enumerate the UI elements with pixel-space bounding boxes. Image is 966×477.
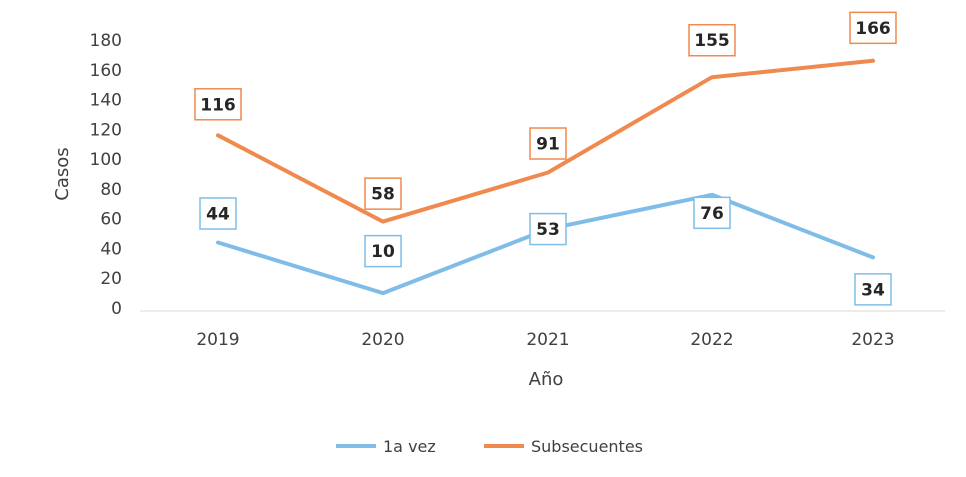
y-tick-label: 140 <box>90 91 122 111</box>
y-tick-label: 160 <box>90 61 122 81</box>
legend: 1a vez Subsecuentes <box>336 437 643 456</box>
data-label-box <box>364 234 402 268</box>
x-tick-label: 2020 <box>361 330 404 350</box>
data-label: 53 <box>536 220 560 240</box>
data-label-box <box>854 273 892 306</box>
data-label: 91 <box>536 135 560 155</box>
x-tick-label: 2021 <box>526 330 569 350</box>
data-label-box <box>199 197 237 230</box>
data-label-box <box>849 11 897 45</box>
y-tick-label: 120 <box>90 120 122 140</box>
y-tick-label: 180 <box>90 31 122 51</box>
data-label-box <box>364 177 402 210</box>
data-label: 166 <box>855 19 891 39</box>
x-axis-title: Año <box>529 369 564 390</box>
data-labels: 44 10 53 76 34 116 58 91 155 166 <box>194 11 897 306</box>
data-label: 116 <box>200 95 236 115</box>
y-axis-title: Casos <box>52 147 73 200</box>
y-tick-label: 80 <box>100 180 122 200</box>
x-tick-label: 2019 <box>196 330 239 350</box>
x-axis-ticks: 2019 2020 2021 2022 2023 <box>196 330 894 350</box>
y-tick-label: 100 <box>90 150 122 170</box>
data-label: 58 <box>371 185 395 205</box>
y-tick-label: 60 <box>100 210 122 230</box>
data-label-box <box>194 88 242 121</box>
data-label-box <box>529 127 567 160</box>
data-label-box <box>693 196 731 230</box>
series-line-1 <box>216 58 875 224</box>
y-tick-label: 0 <box>111 299 122 319</box>
data-label-box <box>688 23 736 57</box>
data-label: 155 <box>694 31 730 51</box>
data-label: 34 <box>861 280 885 300</box>
data-label: 10 <box>371 242 395 262</box>
y-tick-label: 20 <box>100 269 122 289</box>
x-tick-label: 2022 <box>690 330 733 350</box>
x-tick-label: 2023 <box>851 330 894 350</box>
legend-label-0: 1a vez <box>383 437 436 456</box>
data-label-box <box>529 212 567 246</box>
data-label: 44 <box>206 204 230 224</box>
y-axis-ticks: 0 20 40 60 80 100 120 140 160 180 <box>90 31 122 319</box>
y-tick-label: 40 <box>100 239 122 259</box>
legend-label-1: Subsecuentes <box>531 437 643 456</box>
data-label: 76 <box>700 204 724 224</box>
